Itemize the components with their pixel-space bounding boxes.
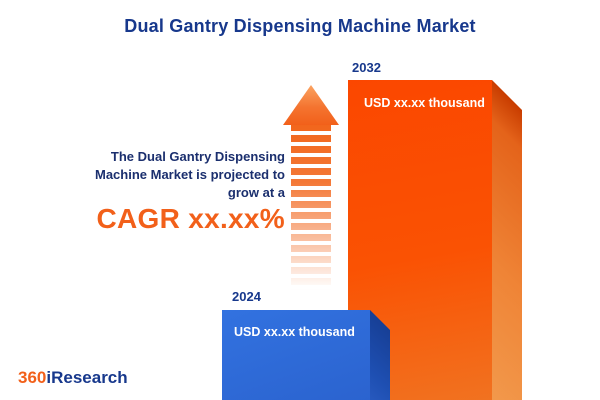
brand-logo-iresearch: iResearch	[46, 368, 128, 387]
value-label-2032: USD xx.xx thousand	[364, 96, 485, 110]
brand-logo: 360iResearch	[18, 368, 128, 388]
growth-arrow-stripes	[291, 124, 331, 290]
brand-logo-360: 360	[18, 368, 47, 387]
projection-line-1: The Dual Gantry Dispensing	[110, 149, 285, 164]
cagr-value: CAGR xx.xx%	[96, 203, 285, 234]
year-label-2032: 2032	[352, 60, 381, 75]
page-title: Dual Gantry Dispensing Machine Market	[124, 16, 476, 36]
projection-text: The Dual Gantry Dispensing Machine Marke…	[38, 148, 285, 234]
growth-arrow-head	[283, 85, 339, 125]
bar-2024	[222, 310, 370, 400]
projection-line-2: Machine Market is projected to	[95, 167, 285, 182]
bar-2032-side-face	[492, 80, 522, 400]
projection-line-3: grow at a	[227, 185, 285, 200]
year-label-2024: 2024	[232, 289, 261, 304]
value-label-2024: USD xx.xx thousand	[234, 325, 355, 339]
